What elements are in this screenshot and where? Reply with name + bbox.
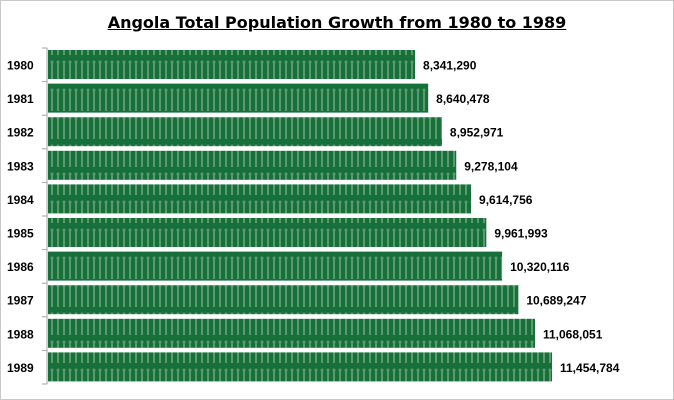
- bar-1987: [48, 285, 519, 315]
- data-label: 11,068,051: [543, 327, 603, 341]
- data-label: 10,689,247: [526, 294, 586, 308]
- bar-1985: [48, 218, 487, 247]
- chart-title: Angola Total Population Growth from 1980…: [107, 13, 567, 32]
- data-label: 8,341,290: [423, 59, 477, 73]
- y-tick-label: 1989: [7, 361, 34, 375]
- bar-1986: [48, 251, 503, 281]
- y-tick-label: 1987: [7, 294, 34, 308]
- bar-1989: [48, 352, 553, 382]
- bar-1983: [48, 150, 457, 180]
- data-label: 9,278,104: [464, 159, 518, 173]
- data-label: 11,454,784: [560, 361, 620, 375]
- y-tick-label: 1981: [7, 92, 34, 106]
- data-label: 9,614,756: [479, 193, 533, 207]
- data-label: 8,640,478: [436, 92, 490, 106]
- y-tick-label: 1980: [7, 59, 34, 73]
- bar-1984: [48, 184, 472, 214]
- data-label: 9,961,993: [494, 227, 548, 241]
- bar-1981: [48, 83, 429, 113]
- y-tick-label: 1988: [7, 327, 34, 341]
- y-tick-label: 1983: [7, 159, 34, 173]
- y-tick-label: 1986: [7, 260, 34, 274]
- bar-1982: [48, 117, 442, 147]
- y-tick-label: 1984: [7, 193, 34, 207]
- data-label: 8,952,971: [450, 126, 504, 140]
- bar-1988: [48, 318, 535, 348]
- bar-1980: [48, 50, 416, 79]
- y-tick-label: 1982: [7, 126, 34, 140]
- data-label: 10,320,116: [510, 260, 570, 274]
- y-tick-label: 1985: [7, 227, 34, 241]
